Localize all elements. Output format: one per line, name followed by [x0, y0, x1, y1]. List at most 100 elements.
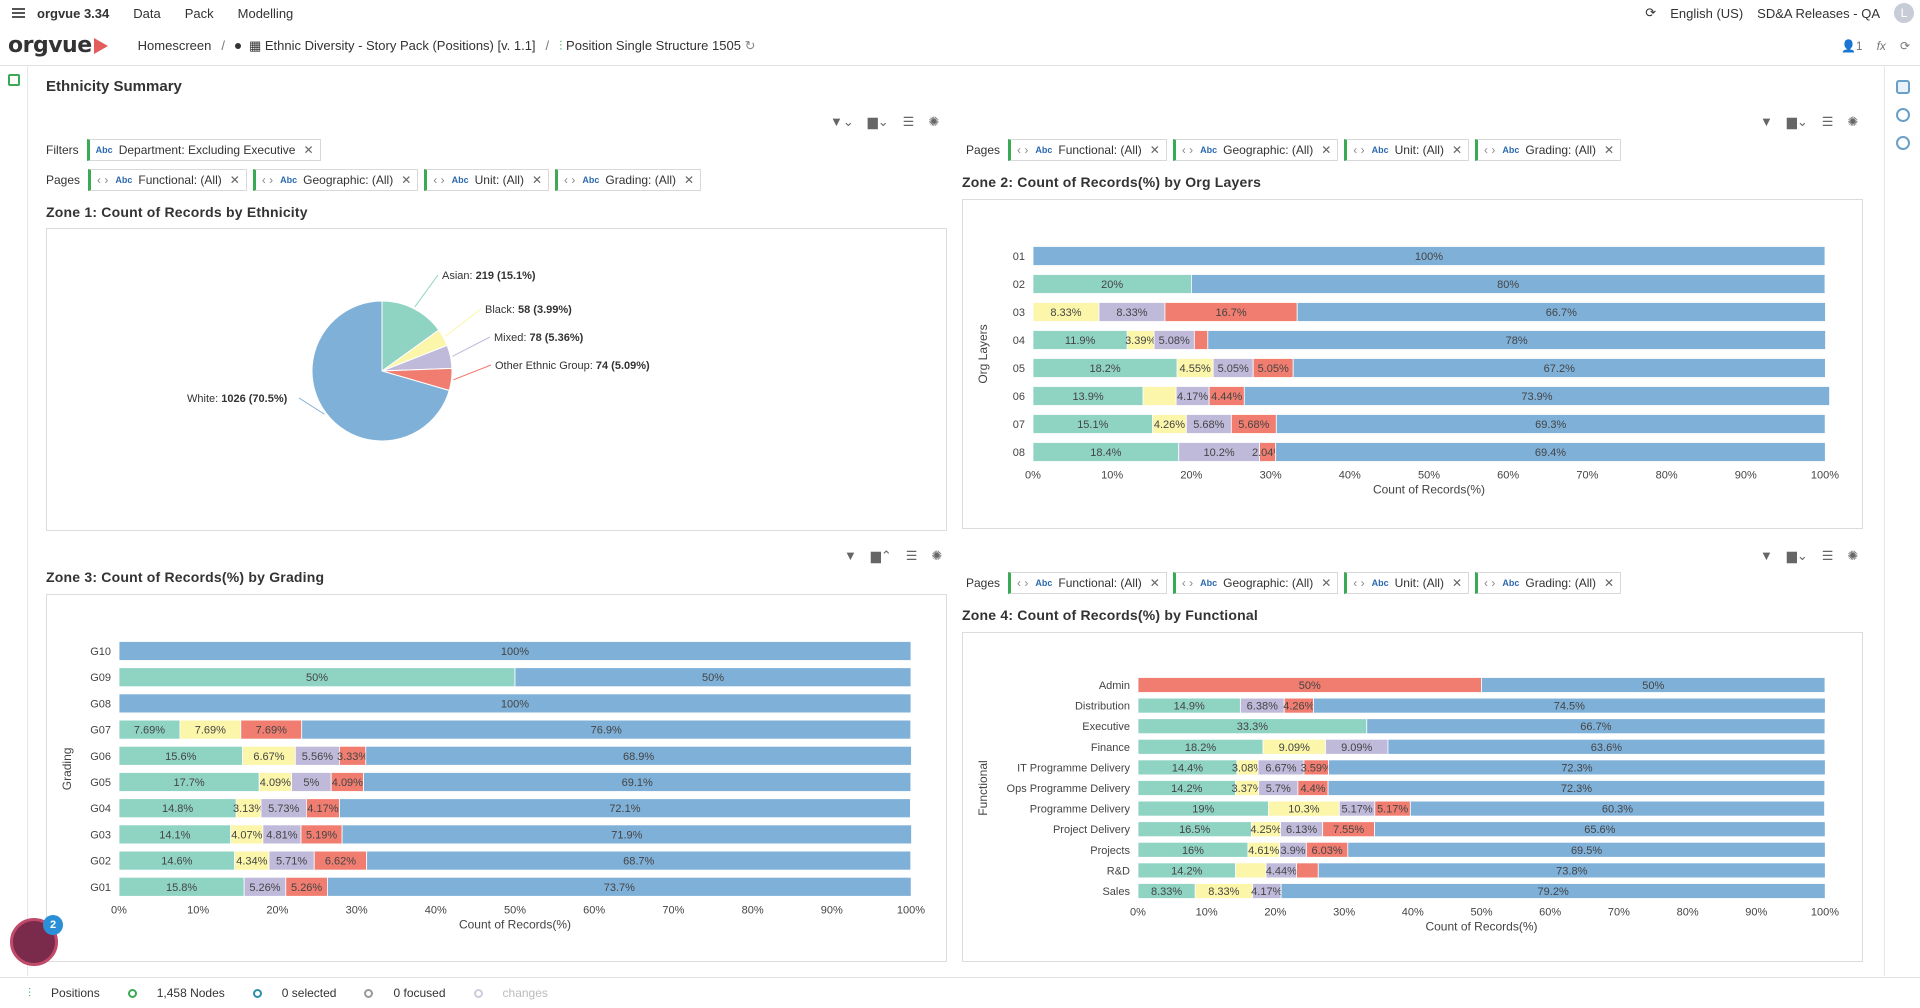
settings-icon[interactable]: ✺	[1847, 548, 1859, 563]
page-chip-unit[interactable]: ‹ › Abc Unit: (All) ✕	[1344, 139, 1470, 161]
pie-label-0: Asian: 219 (15.1%)	[442, 270, 536, 282]
chart-type-icon[interactable]: ▆⌄	[1786, 548, 1808, 563]
right-rail	[1884, 66, 1920, 976]
x-tick-label: 60%	[583, 904, 605, 916]
pages-label: Pages	[966, 576, 1001, 590]
list-icon[interactable]: ☰	[1821, 114, 1834, 129]
app-name: orgvue 3.34	[37, 5, 110, 21]
page-chip-grading[interactable]: ‹ › Abc Grading: (All) ✕	[1475, 139, 1622, 161]
grading-bar-chart[interactable]: G10 100% G09 50% 50% G08 100% G07 7.69% 7.69% 7.69…	[47, 595, 948, 963]
selected-count[interactable]: 0 selected	[239, 986, 336, 1000]
page-chip-functional[interactable]: ‹ › Abc Functional: (All) ✕	[1008, 139, 1167, 161]
panel-icon[interactable]	[1895, 80, 1910, 94]
fx-icon[interactable]: fx	[1876, 38, 1886, 53]
page-chip-unit[interactable]: ‹ › Abc Unit: (All) ✕	[424, 169, 550, 191]
filter-chip-department[interactable]: Abc Department: Excluding Executive ✕	[86, 139, 321, 161]
assistant-button[interactable]: 2	[10, 915, 63, 966]
filter-icon[interactable]: ▼⌄	[830, 114, 854, 129]
language-selector[interactable]: English (US)	[1670, 5, 1744, 21]
settings-icon[interactable]: ✺	[928, 114, 940, 129]
bar-segment	[1481, 677, 1826, 693]
y-axis-label: Org Layers	[976, 324, 990, 383]
list-icon[interactable]: ☰	[902, 114, 915, 129]
data-label: 14.2%	[1171, 783, 1202, 795]
filter-icon[interactable]: ▼	[1760, 114, 1773, 129]
category-label: G02	[90, 856, 111, 868]
zone1-pages-bar: Pages ‹ › Abc Functional: (All) ✕ ‹ › Abc Geo…	[46, 169, 707, 191]
reload-icon[interactable]: ⟳	[1899, 38, 1910, 53]
org-layers-bar-chart[interactable]: 01 100% 02 20% 80% 03 8.33% 8.33% 16.7% 66.7% 04 11…	[963, 200, 1864, 530]
user-count[interactable]: 👤1	[1840, 38, 1863, 53]
x-tick-label: 80%	[1656, 470, 1678, 482]
data-label: 4.17%	[1177, 391, 1208, 403]
list-icon[interactable]: ☰	[905, 548, 918, 563]
pie-chart[interactable]: Asian: 219 (15.1%) Black: 58 (3.99%) Mixed…	[47, 229, 948, 532]
data-label: 4.44%	[1266, 865, 1297, 877]
page-chip-functional[interactable]: ‹ › Abc Functional: (All) ✕	[88, 169, 247, 191]
view-type[interactable]: ⫶ Positions	[28, 985, 100, 1001]
data-label: 100%	[501, 698, 529, 710]
data-label: 100%	[1415, 251, 1443, 263]
data-label: 50%	[306, 672, 328, 684]
data-label: 5.56%	[302, 751, 333, 763]
data-label: 3.39%	[1125, 335, 1156, 347]
settings-icon[interactable]: ✺	[931, 548, 943, 563]
page-chip-unit[interactable]: ‹ › Abc Unit: (All) ✕	[1344, 572, 1470, 594]
page-chip-geographic[interactable]: ‹ › Abc Geographic: (All) ✕	[252, 169, 419, 191]
data-label: 78%	[1506, 335, 1528, 347]
page-chip-geographic[interactable]: ‹ › Abc Geographic: (All) ✕	[1172, 139, 1339, 161]
data-label: 5.17%	[1377, 804, 1408, 816]
data-label: 10.2%	[1204, 447, 1235, 459]
data-label: 15.1%	[1077, 419, 1108, 431]
search-icon[interactable]	[1895, 136, 1910, 150]
menu-modelling[interactable]: Modelling	[237, 5, 294, 21]
orgvue-logo[interactable]: orgvue	[8, 33, 108, 58]
chart-type-icon[interactable]: ▆⌃	[870, 548, 892, 563]
page-chip-grading[interactable]: ‹ › Abc Grading: (All) ✕	[1475, 572, 1622, 594]
page-chip-grading[interactable]: ‹ › Abc Grading: (All) ✕	[555, 169, 702, 191]
data-label: 9.09%	[1279, 742, 1310, 754]
circle-icon[interactable]	[1895, 108, 1910, 122]
data-label: 50%	[702, 672, 724, 684]
tenant-selector[interactable]: SD&A Releases - QA	[1757, 5, 1880, 21]
x-tick-label: 50%	[504, 904, 526, 916]
breadcrumb-pack[interactable]: ▦ Ethnic Diversity - Story Pack (Positio…	[234, 38, 536, 54]
zone1-toolbar: ▼⌄ ▆⌄ ☰ ✺	[830, 114, 939, 130]
data-label: 17.7%	[173, 777, 204, 789]
functional-bar-chart[interactable]: Admin 50% 50% Distribution 14.9% 6.38% 4.26% 74…	[963, 633, 1864, 963]
add-panel-icon[interactable]	[7, 74, 20, 86]
page-chip-functional[interactable]: ‹ › Abc Functional: (All) ✕	[1008, 572, 1167, 594]
sync-icon[interactable]: ↻	[744, 37, 756, 53]
changes-indicator[interactable]: changes	[460, 986, 548, 1000]
zone1-title: Zone 1: Count of Records by Ethnicity	[46, 204, 308, 220]
data-label: 14.4%	[1172, 762, 1203, 774]
bar-segment	[1243, 386, 1830, 406]
bar-segment	[1193, 330, 1209, 350]
breadcrumb-view[interactable]: ⫶ Position Single Structure 1505 ↻	[559, 37, 756, 53]
pie-label-3: Other Ethnic Group: 74 (5.09%)	[495, 360, 650, 372]
hamburger-icon[interactable]	[12, 6, 25, 20]
menu-data[interactable]: Data	[133, 5, 161, 21]
focused-count[interactable]: 0 focused	[350, 986, 446, 1000]
x-tick-label: 100%	[1811, 907, 1839, 919]
page-chip-geographic[interactable]: ‹ › Abc Geographic: (All) ✕	[1172, 572, 1339, 594]
settings-icon[interactable]: ✺	[1847, 114, 1859, 129]
data-label: 4.81%	[266, 829, 297, 841]
filter-icon[interactable]: ▼	[844, 548, 857, 563]
menu-pack[interactable]: Pack	[184, 5, 214, 21]
bar-segment	[1235, 862, 1267, 879]
zone2-chart: 01 100% 02 20% 80% 03 8.33% 8.33% 16.7% 66.7% 04 11…	[962, 199, 1863, 529]
refresh-icon[interactable]: ⟳	[1645, 5, 1657, 20]
chart-type-icon[interactable]: ▆⌄	[867, 114, 889, 129]
filter-icon[interactable]: ▼	[1760, 548, 1773, 563]
avatar[interactable]: L	[1894, 3, 1914, 23]
bar-segment	[514, 667, 912, 688]
data-label: 3.08%	[1232, 762, 1263, 774]
category-label: Projects	[1090, 845, 1130, 857]
list-icon[interactable]: ☰	[1821, 548, 1834, 563]
category-label: Sales	[1102, 886, 1130, 898]
chart-type-icon[interactable]: ▆⌄	[1786, 114, 1808, 129]
data-label: 4.26%	[1154, 419, 1185, 431]
data-label: 4.17%	[307, 803, 338, 815]
breadcrumb-home[interactable]: Homescreen	[137, 38, 212, 53]
